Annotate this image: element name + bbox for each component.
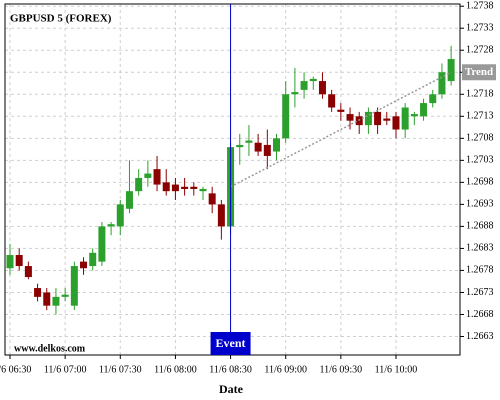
candle-body xyxy=(144,173,152,178)
y-tick-label: 1.2703 xyxy=(466,155,494,166)
candle-body xyxy=(153,169,161,185)
candle-body xyxy=(346,114,354,121)
candle-body xyxy=(34,288,42,297)
trend-label: Trend xyxy=(465,66,493,78)
candle-body xyxy=(263,144,271,156)
candle-body xyxy=(429,94,437,104)
candle-body xyxy=(98,226,106,262)
candle-body xyxy=(328,94,336,108)
candle-body xyxy=(181,186,189,189)
candle-body xyxy=(374,111,382,126)
candle-body xyxy=(273,138,281,152)
y-tick-label: 1.2668 xyxy=(466,309,494,320)
x-tick-label: 11/6 08:00 xyxy=(154,364,197,375)
y-tick-label: 1.2698 xyxy=(466,177,494,188)
x-tick-label: 11/6 08:30 xyxy=(209,364,252,375)
y-tick-label: 1.2673 xyxy=(466,287,494,298)
y-tick-label: 1.2733 xyxy=(466,23,494,34)
y-tick-label: 1.2708 xyxy=(466,133,494,144)
candle-body xyxy=(401,107,409,130)
event-label: Event xyxy=(216,336,246,350)
candle-body xyxy=(107,224,115,227)
x-tick-label: 11/6 09:00 xyxy=(264,364,307,375)
x-tick-label: 11/6 10:00 xyxy=(375,364,418,375)
watermark: www.delkos.com xyxy=(14,343,86,354)
y-tick-label: 1.2693 xyxy=(466,199,494,210)
candle-body xyxy=(254,142,262,152)
trend-label-box xyxy=(462,64,496,81)
y-tick-label: 1.2713 xyxy=(466,111,494,122)
candle-body xyxy=(208,193,216,205)
candle-body xyxy=(171,184,179,192)
x-axis-label: Date xyxy=(219,382,244,396)
y-tick-label: 1.2678 xyxy=(466,265,494,276)
candle-body xyxy=(70,266,78,306)
candle-body xyxy=(420,103,428,117)
candle-body xyxy=(392,116,400,130)
candle-body xyxy=(236,144,244,148)
candle-body xyxy=(6,255,14,269)
candle-body xyxy=(300,81,308,90)
y-tick-label: 1.2663 xyxy=(466,331,494,342)
event-label-box xyxy=(210,332,251,355)
candle-body xyxy=(80,261,88,269)
candle-body xyxy=(245,140,253,143)
y-tick-label: 1.2688 xyxy=(466,221,494,232)
candle-body xyxy=(199,188,207,192)
candle-body xyxy=(217,204,225,227)
chart-title: GBPUSD 5 (FOREX) xyxy=(10,13,112,25)
candle-body xyxy=(337,109,345,112)
candle-body xyxy=(61,294,69,297)
y-tick-label: 1.2683 xyxy=(466,243,494,254)
trend-line xyxy=(230,71,452,188)
candle-body xyxy=(410,114,418,117)
x-tick-label: 11/6 09:30 xyxy=(319,364,362,375)
candle-body xyxy=(318,81,326,95)
x-tick-label: 11/6 07:00 xyxy=(44,364,87,375)
x-tick-label: 11/6 07:30 xyxy=(99,364,142,375)
candle-body xyxy=(24,266,32,278)
candle-body xyxy=(364,111,372,126)
candle-body xyxy=(291,92,299,95)
candle-body xyxy=(125,191,133,209)
x-tick-label: 11/6 06:30 xyxy=(0,364,31,375)
candle-body xyxy=(162,182,170,192)
y-tick-label: 1.2728 xyxy=(466,45,494,56)
candle-body xyxy=(43,292,51,306)
candle-body xyxy=(282,94,290,139)
candle-body xyxy=(89,252,97,267)
candle-body xyxy=(135,177,143,192)
candle-body xyxy=(190,186,198,189)
candle-body xyxy=(52,296,60,306)
y-tick-label: 1.2738 xyxy=(466,0,494,11)
candle-body xyxy=(447,59,455,82)
candle-body xyxy=(15,255,23,267)
candle-body xyxy=(116,204,124,227)
candle-body xyxy=(438,72,446,95)
y-tick-label: 1.2718 xyxy=(466,89,494,100)
candle-body xyxy=(309,78,317,82)
candle-body xyxy=(383,118,391,121)
